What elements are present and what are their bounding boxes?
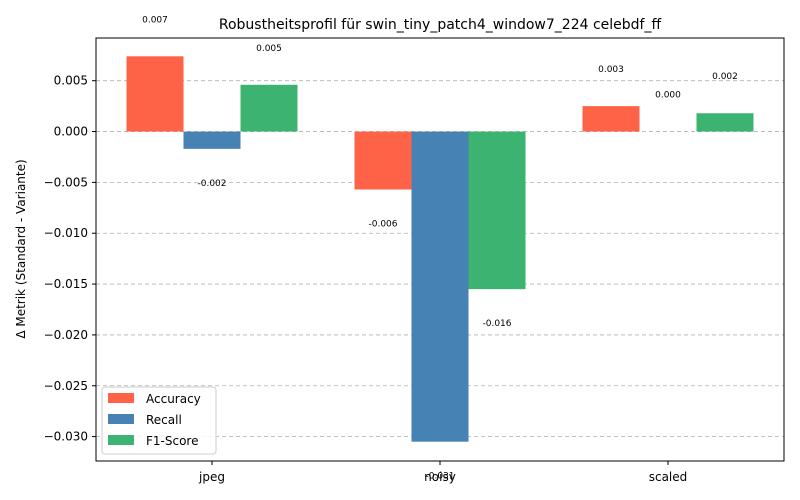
bar-recall-noisy bbox=[411, 131, 469, 442]
data-label: -0.031 bbox=[425, 472, 454, 482]
data-label: 0.007 bbox=[142, 15, 168, 25]
y-axis-ticks: 0.005 0.000 −0.005 −0.010 −0.015 −0.020 −0.025… bbox=[44, 74, 96, 444]
y-tick-label: −0.020 bbox=[44, 328, 88, 342]
data-label: 0.005 bbox=[256, 44, 282, 54]
y-tick-label: −0.025 bbox=[44, 379, 88, 393]
data-label: 0.002 bbox=[712, 72, 738, 82]
bar-f1-score-noisy bbox=[468, 131, 526, 290]
x-tick-label: scaled bbox=[649, 470, 688, 484]
bar-accuracy-scaled bbox=[582, 106, 640, 132]
data-labels: 0.007 -0.002 0.005 -0.006 -0.031 -0.016 0.003 0… bbox=[142, 15, 738, 481]
data-label: -0.016 bbox=[482, 319, 511, 329]
bar-f1-score-scaled bbox=[696, 113, 754, 132]
y-axis-label: Δ Metrik (Standard - Variante) bbox=[14, 159, 28, 338]
bar-accuracy-noisy bbox=[354, 131, 412, 190]
data-label: 0.003 bbox=[598, 65, 624, 75]
bar-recall-jpeg bbox=[183, 131, 241, 149]
bars bbox=[126, 56, 754, 442]
y-tick-label: −0.015 bbox=[44, 277, 88, 291]
legend-label: Accuracy bbox=[146, 392, 201, 406]
x-axis-ticks: jpeg noisy scaled bbox=[198, 461, 687, 484]
y-tick-label: −0.030 bbox=[44, 430, 88, 444]
bar-f1-score-jpeg bbox=[240, 84, 298, 132]
data-label: 0.000 bbox=[655, 91, 681, 101]
x-tick-label: noisy bbox=[424, 470, 456, 484]
x-tick-label: jpeg bbox=[198, 470, 225, 484]
data-label: -0.002 bbox=[197, 179, 226, 189]
data-label: -0.006 bbox=[368, 220, 397, 230]
chart-title: Robustheitsprofil für swin_tiny_patch4_w… bbox=[219, 17, 662, 33]
legend-swatch bbox=[108, 414, 134, 424]
legend-label: F1-Score bbox=[146, 434, 198, 448]
y-tick-label: −0.010 bbox=[44, 226, 88, 240]
legend-swatch bbox=[108, 393, 134, 403]
legend-label: Recall bbox=[146, 413, 182, 427]
y-tick-label: −0.005 bbox=[44, 175, 88, 189]
bar-accuracy-jpeg bbox=[126, 56, 184, 132]
legend: Accuracy Recall F1-Score bbox=[101, 386, 217, 455]
legend-swatch bbox=[108, 435, 134, 445]
y-tick-label: 0.005 bbox=[54, 74, 88, 88]
y-tick-label: 0.000 bbox=[54, 125, 88, 139]
